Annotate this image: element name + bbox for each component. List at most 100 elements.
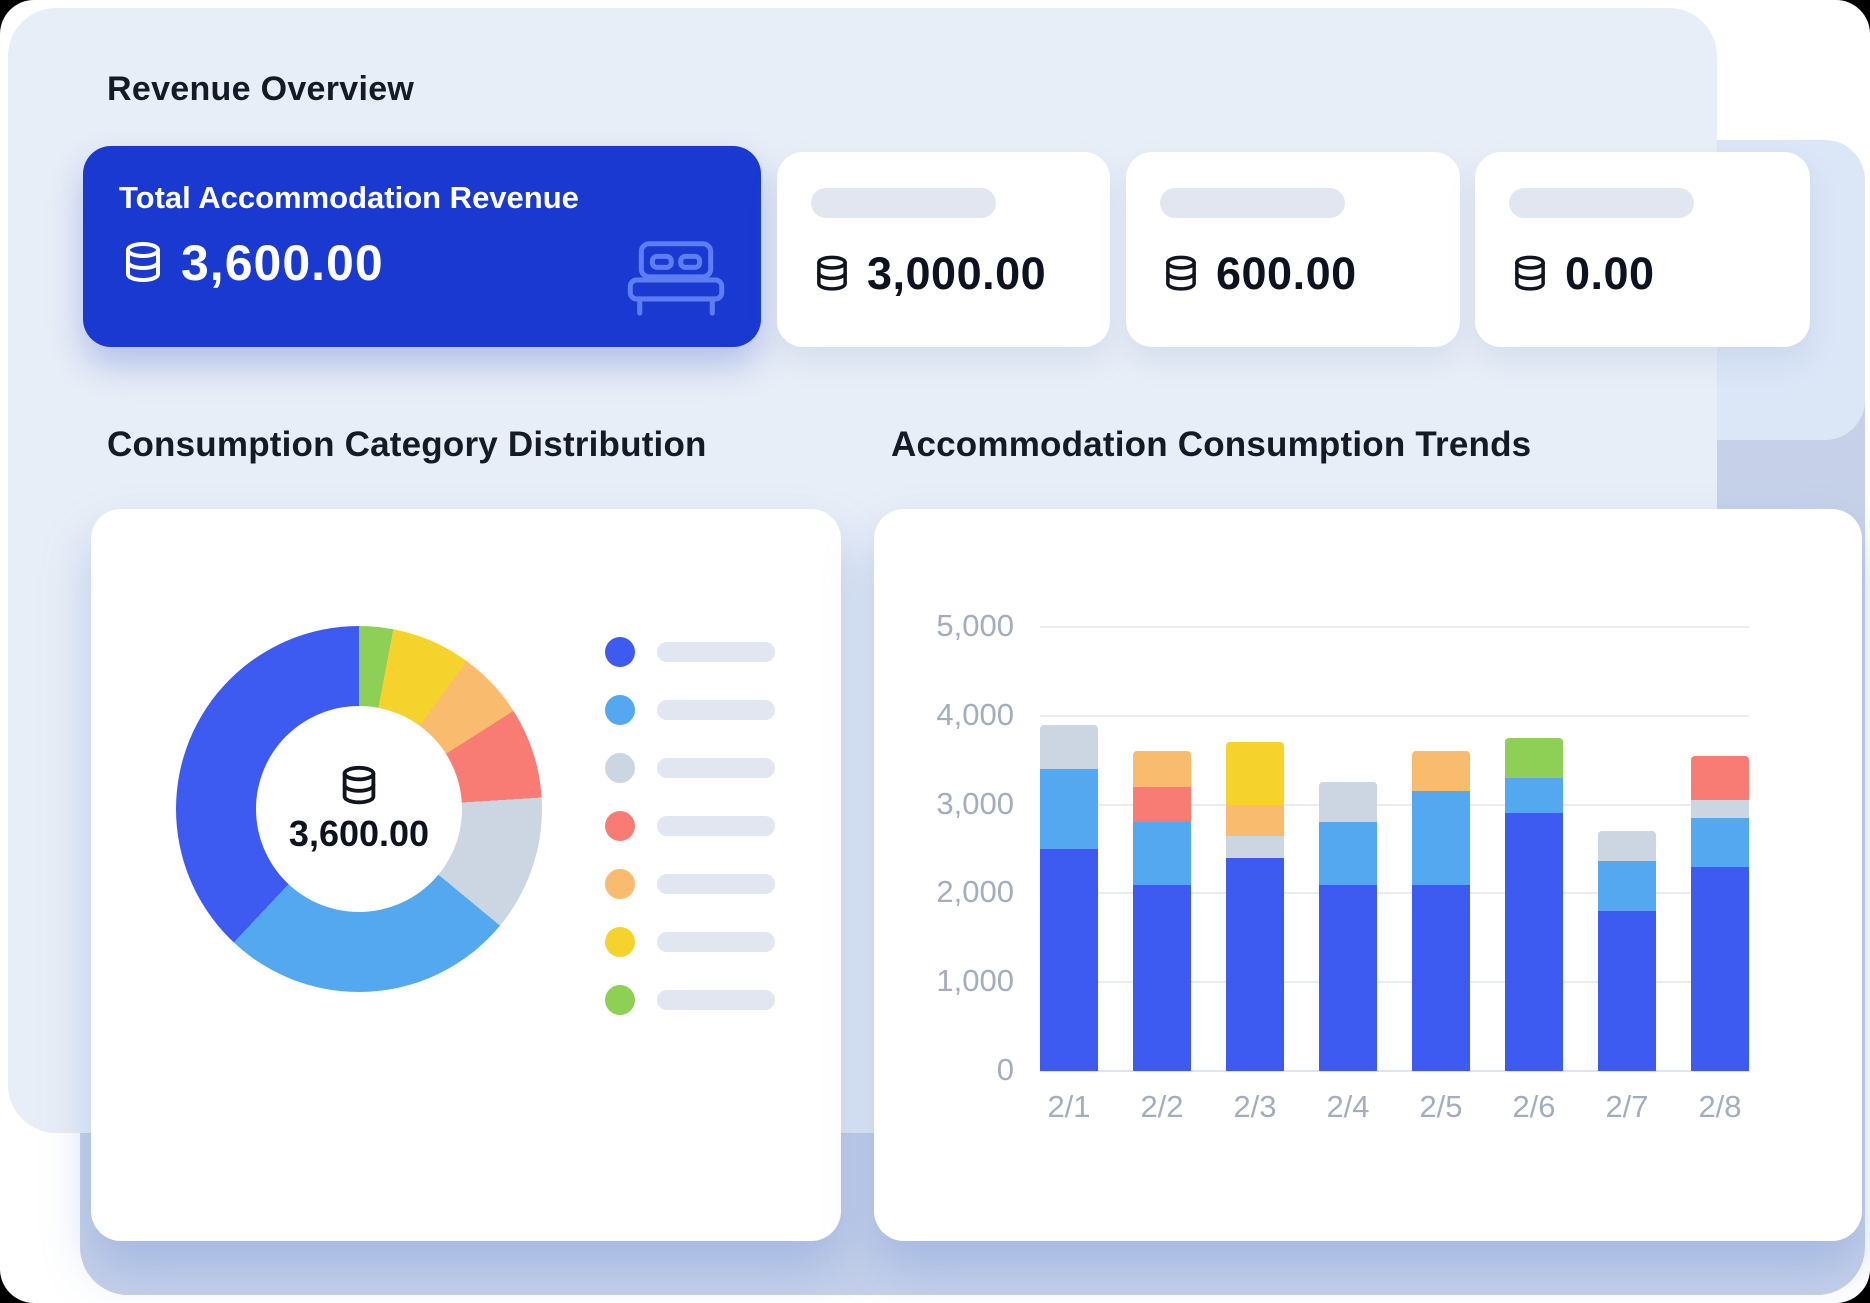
y-tick-label: 2,000 [936, 874, 1014, 910]
donut-legend [605, 637, 775, 1015]
bar-segment-light-blue [1505, 777, 1563, 814]
skeleton-label [657, 816, 775, 836]
gridline [1040, 892, 1749, 895]
legend-row-5 [605, 869, 775, 899]
bed-icon [625, 239, 727, 321]
legend-color-dot [605, 637, 635, 667]
legend-row-4 [605, 811, 775, 841]
donut-center: 3,600.00 [256, 706, 462, 912]
stacked-bar-chart: 5,000 4,000 3,000 2,000 1,000 0 2/1 2/2 2/3 2/4 2… [874, 509, 1862, 1241]
gridline [1040, 626, 1749, 628]
legend-color-dot [605, 811, 635, 841]
legend-color-dot [605, 869, 635, 899]
skeleton-label [657, 932, 775, 952]
bar-segment-blue [1319, 884, 1377, 1071]
bar-segment-red [1691, 755, 1749, 801]
donut-total-value: 3,600.00 [288, 813, 430, 854]
bar-segment-blue [1505, 813, 1563, 1071]
x-tick-label: 2/7 [1605, 1089, 1649, 1124]
bar-segment-orange [1133, 751, 1191, 787]
x-tick-label: 2/5 [1419, 1089, 1463, 1124]
skeleton-label [657, 758, 775, 778]
bar-2/5[interactable]: 2/5 [1412, 627, 1470, 1124]
summary-card-2[interactable]: 600.00 [1126, 152, 1460, 347]
y-tick-label: 0 [996, 1052, 1014, 1087]
card-value: 0.00 [1565, 248, 1655, 299]
donut-chart[interactable]: 3,600.00 [176, 626, 542, 992]
bar-segment-light-blue [1412, 791, 1470, 885]
skeleton-label [657, 700, 775, 720]
legend-color-dot [605, 753, 635, 783]
skeleton-label [657, 642, 775, 662]
bar-2/2[interactable]: 2/2 [1133, 627, 1191, 1124]
skeleton-label [657, 990, 775, 1010]
summary-card-1[interactable]: 3,000.00 [777, 152, 1110, 347]
bar-segment-blue [1226, 857, 1284, 1071]
legend-row-6 [605, 927, 775, 957]
y-tick-label: 3,000 [936, 785, 1014, 821]
bar-segment-gray [1319, 782, 1377, 823]
bar-segment-light-blue [1040, 769, 1098, 849]
bar-segment-green [1505, 738, 1563, 778]
skeleton-label [811, 188, 996, 218]
category-distribution-title: Consumption Category Distribution [107, 425, 707, 464]
y-tick-label: 5,000 [936, 608, 1014, 643]
card-value: 3,600.00 [181, 235, 384, 291]
card-value: 600.00 [1216, 248, 1357, 299]
bar-2/7[interactable]: 2/7 [1598, 627, 1656, 1124]
gridline [1040, 714, 1749, 717]
bar-segment-blue [1691, 866, 1749, 1071]
bar-segment-blue [1133, 884, 1191, 1071]
skeleton-label [1509, 188, 1694, 218]
bar-segment-gray [1040, 724, 1098, 770]
x-tick-label: 2/3 [1233, 1089, 1277, 1124]
bar-2/8[interactable]: 2/8 [1691, 627, 1749, 1124]
bar-segment-yellow [1226, 742, 1284, 805]
legend-row-2 [605, 695, 775, 725]
chart-bars: 2/1 2/2 2/3 2/4 2/5 2/6 2/7 2/8 [1040, 627, 1749, 1124]
skeleton-label [657, 874, 775, 894]
bar-2/1[interactable]: 2/1 [1040, 627, 1098, 1124]
legend-row-1 [605, 637, 775, 667]
bar-segment-orange [1412, 751, 1470, 792]
bar-segment-blue [1412, 884, 1470, 1071]
category-distribution-card: 3,600.00 [91, 509, 841, 1241]
coins-icon [1160, 253, 1202, 295]
consumption-trends-title: Accommodation Consumption Trends [891, 425, 1532, 464]
coins-icon [119, 239, 167, 287]
bar-segment-gray [1691, 800, 1749, 818]
bar-2/3[interactable]: 2/3 [1226, 627, 1284, 1124]
card-label: Total Accommodation Revenue [119, 180, 579, 215]
x-tick-label: 2/4 [1326, 1089, 1370, 1124]
bar-2/4[interactable]: 2/4 [1319, 627, 1377, 1124]
bar-segment-gray [1226, 835, 1284, 858]
x-tick-label: 2/2 [1140, 1089, 1184, 1124]
bar-segment-light-blue [1691, 817, 1749, 867]
coins-icon [811, 253, 853, 295]
legend-color-dot [605, 985, 635, 1015]
revenue-overview-title: Revenue Overview [107, 70, 415, 108]
gridline [1040, 1070, 1749, 1072]
legend-row-3 [605, 753, 775, 783]
coins-icon [336, 763, 382, 809]
gridline [1040, 981, 1749, 984]
card-value: 3,000.00 [867, 248, 1047, 299]
legend-row-7 [605, 985, 775, 1015]
skeleton-label [1160, 188, 1345, 218]
x-tick-label: 2/8 [1698, 1089, 1742, 1124]
bar-segment-blue [1598, 911, 1656, 1071]
legend-color-dot [605, 695, 635, 725]
bar-segment-orange [1226, 804, 1284, 836]
consumption-trends-card: 5,000 4,000 3,000 2,000 1,000 0 2/1 2/2 2/3 2/4 2… [874, 509, 1862, 1241]
bar-segment-light-blue [1598, 860, 1656, 912]
legend-color-dot [605, 927, 635, 957]
bar-segment-red [1133, 786, 1191, 823]
bar-2/6[interactable]: 2/6 [1505, 627, 1563, 1124]
y-tick-label: 1,000 [936, 963, 1014, 999]
y-tick-label: 4,000 [936, 696, 1014, 732]
summary-card-3[interactable]: 0.00 [1475, 152, 1810, 347]
bar-segment-light-blue [1319, 822, 1377, 885]
gridline [1040, 803, 1749, 806]
total-accommodation-revenue-card[interactable]: Total Accommodation Revenue 3,600.00 [83, 146, 761, 347]
bar-segment-blue [1040, 849, 1098, 1071]
